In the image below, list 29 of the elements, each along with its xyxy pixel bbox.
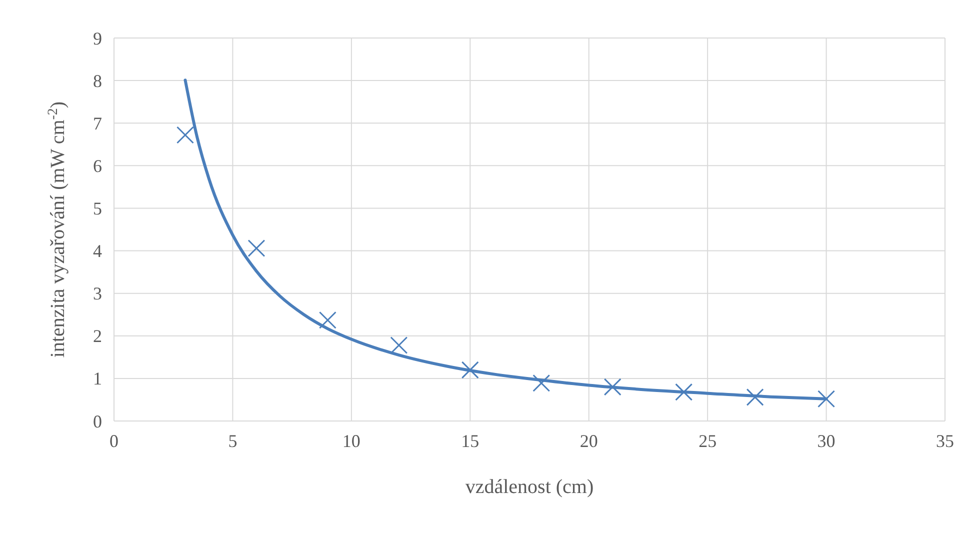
- y-tick-label: 9: [93, 28, 102, 48]
- x-tick-label: 25: [698, 431, 717, 451]
- point: [746, 388, 764, 406]
- y-tick-label: 6: [93, 156, 102, 176]
- x-tick-label: 30: [817, 431, 836, 451]
- point: [318, 311, 336, 329]
- point: [461, 361, 479, 379]
- x-tick-label: 0: [110, 431, 118, 451]
- y-tick-label: 8: [93, 70, 102, 91]
- x-tick-label: 5: [228, 431, 238, 451]
- y-tick-label: 4: [93, 241, 102, 262]
- x-axis-title: vzdálenost (cm): [465, 476, 594, 498]
- point: [390, 336, 408, 354]
- y-tick-label: 7: [93, 113, 102, 134]
- point: [176, 126, 194, 144]
- point: [248, 239, 266, 257]
- y-tick-label: 2: [93, 326, 102, 346]
- y-tick-label: 0: [93, 411, 102, 432]
- y-tick-label: 1: [93, 368, 102, 389]
- point: [818, 390, 836, 408]
- x-tick-label: 35: [936, 431, 954, 451]
- point: [675, 383, 693, 401]
- y-tick-label: 3: [93, 284, 102, 304]
- point: [532, 374, 550, 392]
- x-tick-label: 20: [580, 431, 598, 451]
- x-tick-label: 10: [342, 431, 360, 451]
- y-tick-label: 5: [93, 198, 102, 219]
- x-tick-label: 15: [461, 431, 480, 451]
- point: [604, 378, 622, 396]
